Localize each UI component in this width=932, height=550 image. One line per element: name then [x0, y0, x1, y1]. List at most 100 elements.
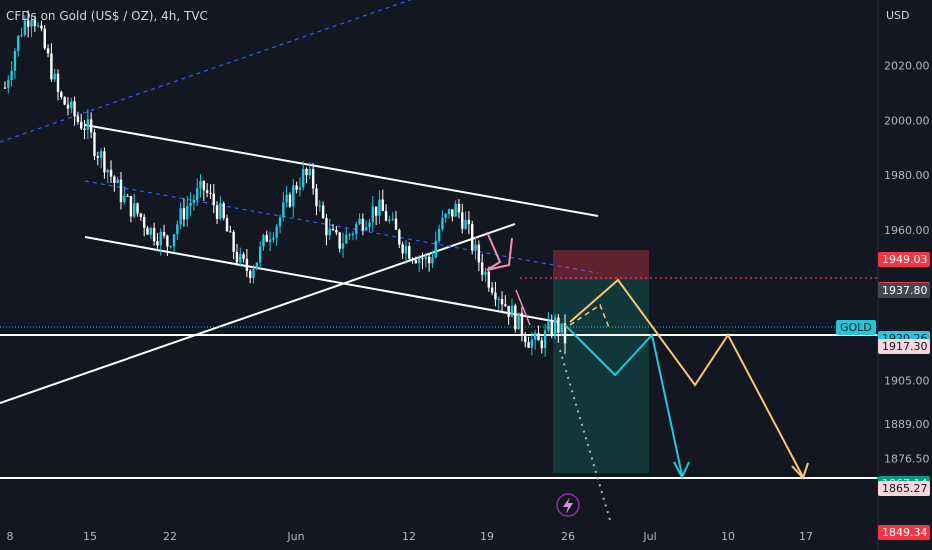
candle-body: [282, 202, 285, 218]
channel-lower-line[interactable]: [84, 236, 559, 323]
time-tick-label: 19: [480, 530, 494, 543]
candle-body: [500, 299, 504, 305]
time-tick-label: 10: [721, 530, 735, 543]
price-tick-label: 1960.00: [884, 224, 930, 237]
yellow-forecast-path[interactable]: [569, 278, 804, 478]
candle-body: [391, 218, 394, 220]
candle-body: [182, 208, 186, 220]
candle-body: [146, 227, 149, 235]
candle-body: [43, 28, 46, 49]
candle-body: [527, 342, 530, 348]
candle-body: [361, 218, 365, 231]
candle-body: [139, 213, 143, 217]
candle-body: [17, 35, 20, 52]
candle-body: [358, 218, 361, 225]
candle-body: [30, 20, 33, 27]
candle-body: [169, 246, 172, 248]
candle-body: [418, 258, 421, 263]
candle-body: [13, 51, 17, 71]
candle-body: [292, 185, 295, 207]
pink-arrow[interactable]: [515, 289, 531, 326]
candle-body: [378, 199, 381, 216]
candle-body: [302, 168, 305, 188]
candle-body: [517, 312, 520, 330]
candle-body: [242, 254, 245, 259]
candle-body: [524, 334, 527, 343]
candle-body: [215, 205, 219, 219]
candle-body: [285, 194, 288, 203]
candle-body: [7, 80, 10, 88]
channel-upper-line[interactable]: [84, 124, 599, 217]
candle-body: [444, 214, 447, 218]
candle-body: [414, 260, 418, 263]
candle-body: [212, 193, 215, 206]
candle-body: [388, 219, 391, 221]
candle-body: [192, 199, 196, 203]
time-tick-label: 17: [799, 530, 813, 543]
candle-body: [56, 73, 60, 92]
price-level-badge: 1917.30: [878, 338, 930, 354]
price-tick-label: 2000.00: [884, 114, 930, 127]
candle-body: [26, 20, 30, 27]
candle-body: [384, 210, 388, 221]
candle-body: [119, 179, 123, 202]
candle-body: [219, 203, 222, 219]
candle-body: [328, 228, 331, 236]
candle-body: [311, 169, 315, 189]
candle-body: [374, 206, 378, 216]
candle-body: [152, 227, 156, 242]
price-level-badge: 1937.80: [878, 282, 930, 298]
candle-body: [229, 231, 232, 233]
candle-body: [278, 217, 282, 227]
candle-body: [533, 333, 537, 340]
candle-body: [93, 132, 96, 157]
time-axis[interactable]: 8 15 22 Jun 12 19 26 Jul 10 17: [7, 530, 814, 543]
candle-body: [33, 20, 37, 27]
candle-body: [179, 208, 182, 225]
candle-body: [371, 206, 375, 223]
candle-body: [467, 219, 471, 225]
candle-body: [454, 203, 457, 217]
candle-body: [66, 104, 70, 109]
rising-trendline[interactable]: [0, 223, 516, 404]
price-level-badge: 1949.03: [878, 251, 930, 267]
candle-body: [133, 203, 136, 217]
cyan-forecast-path[interactable]: [564, 324, 683, 476]
candle-body: [106, 169, 109, 173]
candle-body: [10, 70, 13, 81]
candle-body: [235, 251, 239, 263]
candle-body: [272, 237, 275, 240]
candle-body: [268, 239, 272, 242]
candle-body: [172, 234, 176, 247]
candle-body: [162, 232, 166, 236]
candle-body: [113, 176, 116, 184]
price-tick-label: 1980.00: [884, 169, 930, 182]
candle-body: [295, 185, 298, 190]
pink-annotation[interactable]: [486, 231, 513, 271]
cyan-forecast-arrowhead: [673, 461, 690, 480]
candle-body: [298, 187, 302, 190]
price-level-badge: 1865.27: [878, 481, 930, 497]
mid-dashed-line[interactable]: [84, 180, 599, 274]
candle-body: [239, 254, 242, 263]
candle-body: [265, 234, 268, 242]
candle-body: [457, 203, 461, 213]
candle-body: [23, 20, 27, 35]
symbol-tag[interactable]: GOLD: [836, 320, 876, 335]
candle-body: [537, 333, 540, 341]
price-axis[interactable]: 2020.00 2000.00 1980.00 1960.00 1905.00 1889.…: [884, 60, 930, 466]
candle-body: [315, 188, 318, 207]
candle-body: [202, 180, 206, 191]
take-profit-zone[interactable]: [553, 280, 649, 473]
candle-body: [255, 262, 259, 270]
candle-body: [394, 218, 398, 230]
lightning-bolt-shape: [563, 497, 573, 514]
time-tick-label: Jul: [642, 530, 656, 543]
candle-body: [318, 205, 321, 207]
upper-dashed-line[interactable]: [0, 0, 411, 143]
time-tick-label: 15: [83, 530, 97, 543]
candle-body: [20, 34, 23, 36]
stop-loss-zone[interactable]: [553, 250, 649, 280]
candle-body: [494, 292, 497, 300]
